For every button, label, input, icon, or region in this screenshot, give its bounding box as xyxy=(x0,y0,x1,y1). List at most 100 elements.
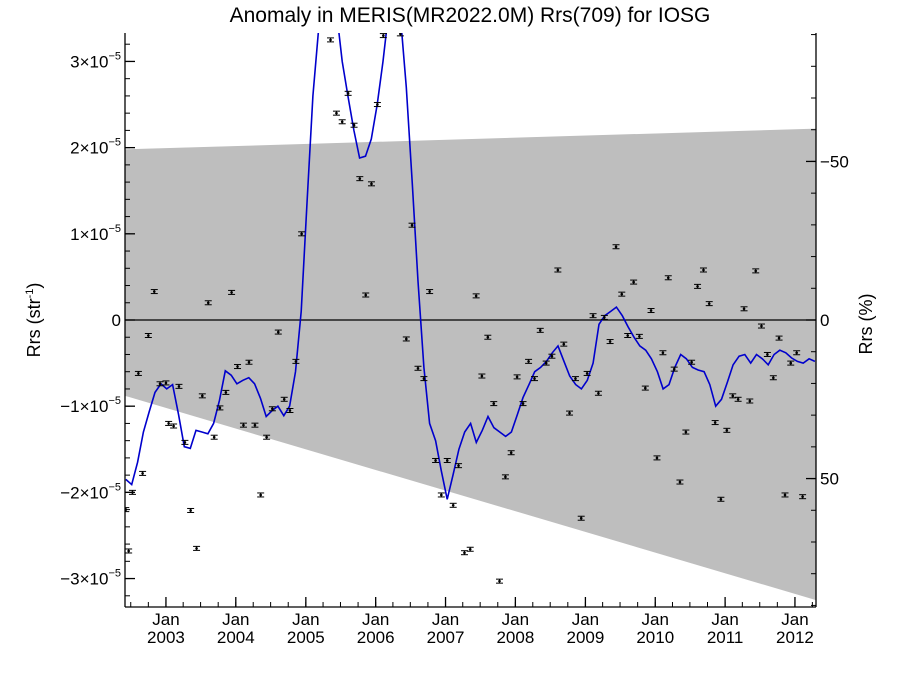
data-point xyxy=(664,275,672,281)
x-tick-month: Jan xyxy=(362,610,389,629)
data-point xyxy=(775,335,783,341)
data-point xyxy=(490,401,498,407)
data-point xyxy=(449,502,457,508)
data-point xyxy=(125,548,133,554)
data-point xyxy=(729,393,737,399)
x-tick-year: 2007 xyxy=(427,628,465,647)
x-tick-year: 2009 xyxy=(566,628,604,647)
data-point xyxy=(379,33,387,39)
data-point xyxy=(356,176,364,182)
data-point xyxy=(257,492,265,498)
y2-axis-title: Rrs (%) xyxy=(856,294,876,355)
data-point xyxy=(139,470,147,476)
data-point xyxy=(746,398,754,404)
data-point xyxy=(414,365,422,371)
data-point xyxy=(245,359,253,365)
data-point xyxy=(286,407,294,413)
data-point xyxy=(501,474,509,480)
data-point xyxy=(781,492,789,498)
data-point xyxy=(350,122,358,128)
y-axis-title: Rrs (str-1) xyxy=(24,283,44,358)
data-point xyxy=(548,353,556,359)
data-point xyxy=(437,492,445,498)
data-point xyxy=(670,366,678,372)
uncertainty-band xyxy=(125,128,816,601)
y-tick-label: 1×10−5 xyxy=(70,223,121,244)
data-point xyxy=(769,375,777,381)
data-point xyxy=(653,455,661,461)
data-point xyxy=(606,339,614,345)
data-point xyxy=(263,434,271,440)
data-point xyxy=(144,333,152,339)
data-point xyxy=(618,291,626,297)
data-point xyxy=(402,336,410,342)
x-tick-year: 2004 xyxy=(217,628,255,647)
data-point xyxy=(408,222,416,228)
data-point xyxy=(763,351,771,357)
data-point xyxy=(274,329,282,335)
y2-tick-label: −50 xyxy=(820,152,849,171)
data-point xyxy=(600,314,608,320)
data-point xyxy=(659,350,667,356)
data-point xyxy=(175,383,183,389)
y-tick-label: 2×10−5 xyxy=(70,137,121,158)
data-point xyxy=(373,102,381,108)
data-point xyxy=(193,545,201,551)
x-tick-month: Jan xyxy=(711,610,738,629)
data-point xyxy=(589,313,597,319)
data-point xyxy=(472,293,480,299)
data-point xyxy=(571,376,579,382)
data-point xyxy=(251,422,259,428)
data-point xyxy=(367,181,375,187)
data-point xyxy=(198,393,206,399)
data-point xyxy=(150,289,158,295)
data-point xyxy=(740,306,748,312)
data-point xyxy=(210,434,218,440)
data-point xyxy=(455,463,463,469)
data-point xyxy=(338,119,346,125)
x-tick-month: Jan xyxy=(781,610,808,629)
data-point xyxy=(757,323,765,329)
data-point xyxy=(187,507,195,513)
data-point xyxy=(460,550,468,556)
data-point xyxy=(583,370,591,376)
y2-tick-label: 50 xyxy=(820,470,839,489)
data-point xyxy=(332,110,340,116)
data-point xyxy=(327,37,335,43)
series-line xyxy=(125,33,816,500)
x-tick-month: Jan xyxy=(432,610,459,629)
data-point xyxy=(495,578,503,584)
data-point xyxy=(705,301,713,307)
data-point xyxy=(268,406,276,412)
data-point xyxy=(624,333,632,339)
data-point xyxy=(799,494,807,500)
data-point xyxy=(170,423,178,429)
data-point xyxy=(396,33,404,37)
x-tick-year: 2003 xyxy=(147,628,185,647)
y-tick-label: −2×10−5 xyxy=(60,481,121,502)
x-tick-year: 2010 xyxy=(636,628,674,647)
y2-tick-label: 0 xyxy=(820,311,829,330)
data-point xyxy=(519,401,527,407)
x-tick-month: Jan xyxy=(292,610,319,629)
data-point xyxy=(554,267,562,273)
x-tick-year: 2008 xyxy=(496,628,534,647)
data-point xyxy=(723,427,731,433)
data-point xyxy=(181,439,189,445)
x-tick-month: Jan xyxy=(572,610,599,629)
data-point xyxy=(531,376,539,382)
data-point xyxy=(787,360,795,366)
y-axis-title-main: Rrs (str xyxy=(24,298,44,357)
scatter-layer xyxy=(125,33,807,584)
data-point xyxy=(635,333,643,339)
data-point xyxy=(536,327,544,333)
data-point xyxy=(222,389,230,395)
data-point xyxy=(682,429,690,435)
data-point xyxy=(466,546,474,552)
data-point xyxy=(165,420,173,426)
data-point xyxy=(432,457,440,463)
data-point xyxy=(216,405,224,411)
data-point xyxy=(734,396,742,402)
x-tick-month: Jan xyxy=(222,610,249,629)
data-point xyxy=(478,373,486,379)
